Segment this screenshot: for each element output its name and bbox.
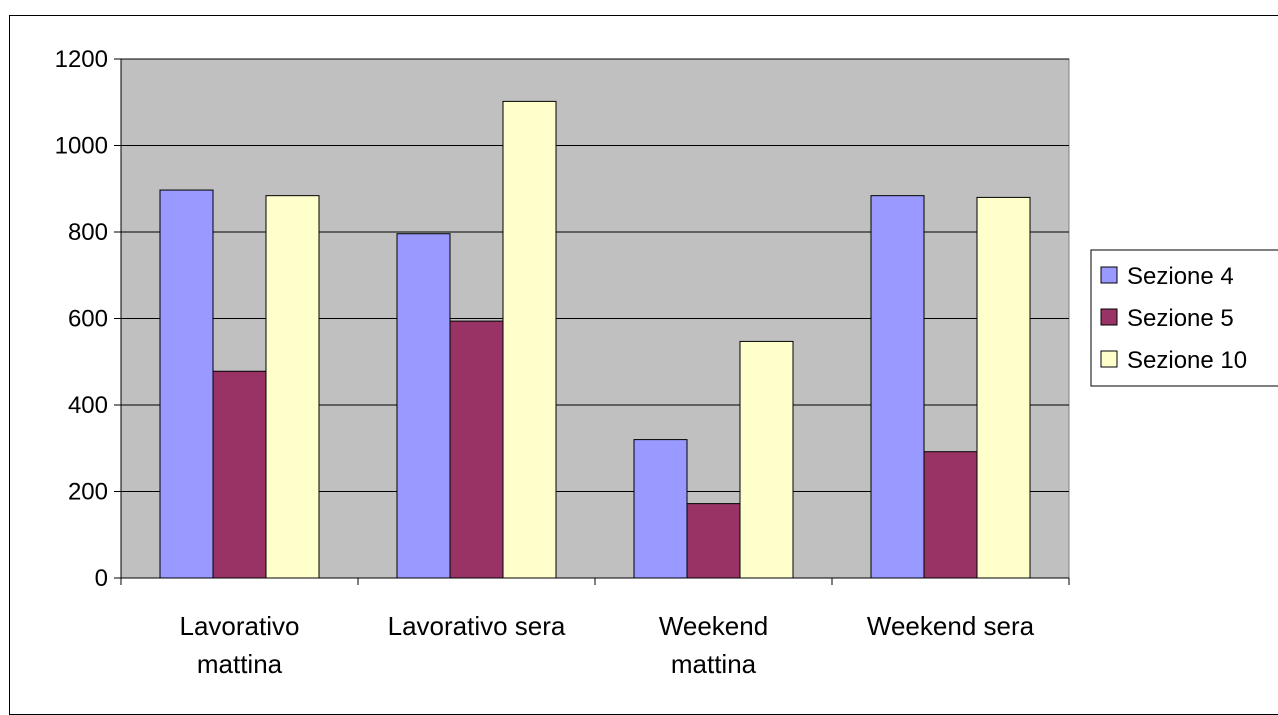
bar-sezione-10 xyxy=(739,340,794,579)
bar-sezione-10 xyxy=(502,100,557,579)
x-category-label: Weekend mattina xyxy=(659,611,768,679)
legend-box xyxy=(1090,249,1278,387)
bar-sezione-4 xyxy=(870,195,925,579)
bar-sezione-5 xyxy=(923,451,978,579)
y-axis-ticks: 0 200 400 600 800 1000 1200 xyxy=(55,46,121,592)
x-category-label-line: Weekend xyxy=(659,611,768,641)
y-tick-label: 0 xyxy=(95,565,108,592)
x-category-label-line: Lavorativo sera xyxy=(388,611,566,641)
x-category-label-line: Lavorativo xyxy=(180,611,300,641)
legend-swatch xyxy=(1100,350,1118,368)
x-axis-labels: Lavorativo mattina Lavorativo sera Weekend m… xyxy=(180,611,1035,679)
y-tick-label: 1200 xyxy=(55,46,108,73)
x-category-label: Lavorativo sera xyxy=(388,611,566,641)
x-category-label-line: mattina xyxy=(197,649,283,679)
bar-sezione-5 xyxy=(212,370,267,579)
bar-sezione-5 xyxy=(686,503,741,579)
x-category-label: Lavorativo mattina xyxy=(180,611,300,679)
legend-label: Sezione 10 xyxy=(1127,347,1247,374)
x-category-label-line: Weekend sera xyxy=(867,611,1035,641)
legend-label: Sezione 5 xyxy=(1127,305,1234,332)
bar-sezione-5 xyxy=(449,320,504,579)
y-tick-label: 600 xyxy=(68,306,108,333)
y-tick-label: 200 xyxy=(68,479,108,506)
x-category-label: Weekend sera xyxy=(867,611,1035,641)
legend-swatch xyxy=(1100,308,1118,326)
legend-swatch xyxy=(1100,266,1118,284)
legend: Sezione 4 Sezione 5 Sezione 10 xyxy=(1090,249,1278,387)
x-category-label-line: mattina xyxy=(671,649,757,679)
y-tick-label: 400 xyxy=(68,392,108,419)
legend-label: Sezione 4 xyxy=(1127,263,1234,290)
y-tick-label: 800 xyxy=(68,219,108,246)
bar-sezione-4 xyxy=(633,439,688,579)
bar-sezione-10 xyxy=(976,196,1031,579)
bar-sezione-4 xyxy=(396,233,451,579)
bar-sezione-10 xyxy=(265,195,320,579)
bar-sezione-4 xyxy=(159,189,214,579)
y-tick-label: 1000 xyxy=(55,133,108,160)
